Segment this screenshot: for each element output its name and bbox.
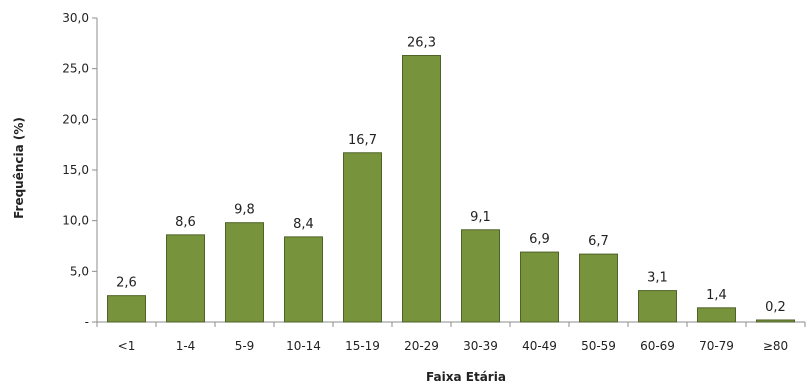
x-axis-title: Faixa Etária (426, 370, 506, 384)
data-label: 16,7 (348, 133, 377, 148)
x-tick-label: 70-79 (699, 339, 734, 353)
data-label: 8,6 (175, 215, 196, 230)
data-label: 8,4 (293, 217, 314, 232)
x-tick-label: 10-14 (286, 339, 321, 353)
data-label: 1,4 (706, 288, 727, 303)
bar-5 (343, 152, 382, 323)
bar-4 (284, 236, 323, 323)
bar-7 (461, 229, 500, 323)
data-label: 2,6 (116, 276, 137, 291)
bar-1 (107, 295, 146, 323)
y-tick-label: 25,0 (62, 62, 89, 76)
y-axis: - 5,0 10,0 15,0 20,0 25,0 30,0 (62, 11, 98, 329)
y-tick-label: 10,0 (62, 214, 89, 228)
x-tick-label: 15-19 (345, 339, 380, 353)
y-tick-label: 20,0 (62, 112, 89, 126)
x-tick-label: ≥80 (763, 339, 788, 353)
data-label: 9,1 (470, 210, 491, 225)
x-tick-label: 40-49 (522, 339, 557, 353)
x-tick-label: 1-4 (176, 339, 196, 353)
y-axis-title: Frequência (%) (12, 117, 26, 219)
data-labels: 2,6 8,6 9,8 8,4 16,7 26,3 9,1 6,9 6,7 3,1 1,4 0,2 (116, 35, 786, 314)
y-tick-label: - (85, 315, 89, 329)
bar-11 (697, 307, 736, 323)
data-label: 9,8 (234, 203, 255, 218)
x-tick-label: 50-59 (581, 339, 616, 353)
bar-12 (756, 319, 795, 323)
x-tick-label: <1 (118, 339, 136, 353)
data-label: 0,2 (765, 300, 786, 315)
bar-2 (166, 234, 205, 323)
bar-6 (402, 54, 441, 323)
data-label: 6,9 (529, 232, 550, 247)
x-tick-label: 30-39 (463, 339, 498, 353)
bar-8 (520, 251, 559, 323)
data-label: 3,1 (647, 271, 668, 286)
y-tick-label: 30,0 (62, 11, 89, 25)
data-label: 6,7 (588, 234, 609, 249)
data-label: 26,3 (407, 35, 436, 50)
x-axis: <1 1-4 5-9 10-14 15-19 20-29 30-39 40-49 50-59 60… (96, 321, 806, 353)
bar-3 (225, 222, 264, 323)
x-tick-label: 5-9 (235, 339, 255, 353)
bars (107, 54, 795, 323)
y-tick-label: 5,0 (70, 264, 89, 278)
bar-10 (638, 290, 677, 323)
bar-9 (579, 253, 618, 323)
x-tick-label: 20-29 (404, 339, 439, 353)
y-tick-label: 15,0 (62, 163, 89, 177)
x-tick-label: 60-69 (640, 339, 675, 353)
